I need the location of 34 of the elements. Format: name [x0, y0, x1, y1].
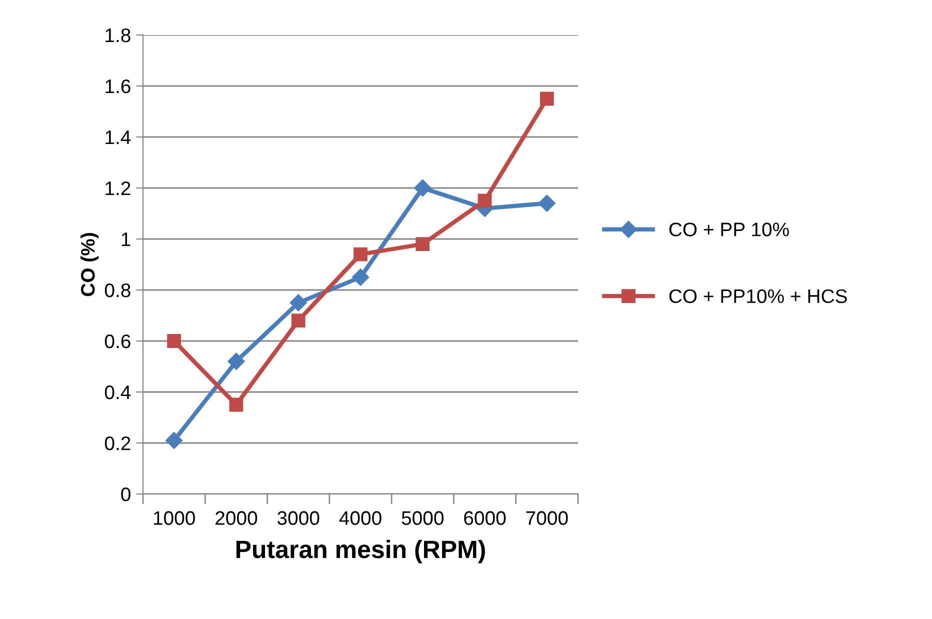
x-tick-label: 2000 [216, 511, 258, 525]
point [228, 352, 245, 370]
legend-label: CO + PP10% + HCS [669, 289, 847, 304]
point [291, 314, 306, 328]
y-tick-label: 1 [122, 232, 130, 246]
x-tick-label: 5000 [402, 511, 444, 525]
y-tick-label: 1.2 [106, 181, 130, 196]
point [478, 194, 492, 208]
point [352, 268, 370, 286]
y-tick-label: 0 [121, 487, 130, 502]
y-tick-label: 0.2 [104, 436, 130, 450]
x-tick-label: 4000 [339, 511, 382, 525]
point [538, 194, 556, 212]
x-tick-label: 7000 [526, 511, 568, 525]
y-tick-label: 1.4 [106, 130, 131, 144]
point [229, 398, 244, 412]
x-axis-title: Putaran mesin (RPM) [236, 540, 485, 564]
y-tick-label: 1.6 [106, 79, 130, 94]
point [540, 92, 554, 106]
y-tick-label: 0.4 [104, 385, 131, 400]
point [290, 294, 307, 312]
point [354, 247, 368, 262]
x-tick-label: 3000 [277, 511, 320, 525]
point [167, 334, 182, 348]
y-tick-label: 1.8 [106, 28, 130, 42]
x-tick-label: 1000 [154, 511, 195, 525]
point [166, 432, 183, 449]
x-tick-label: 6000 [464, 511, 506, 525]
y-axis-title: CO (%) [80, 233, 99, 296]
y-tick-label: 0.8 [104, 283, 130, 298]
legend-label: CO + PP 10% [669, 222, 789, 236]
y-tick-label: 0.6 [104, 334, 130, 348]
point [414, 179, 432, 197]
point [416, 237, 430, 252]
